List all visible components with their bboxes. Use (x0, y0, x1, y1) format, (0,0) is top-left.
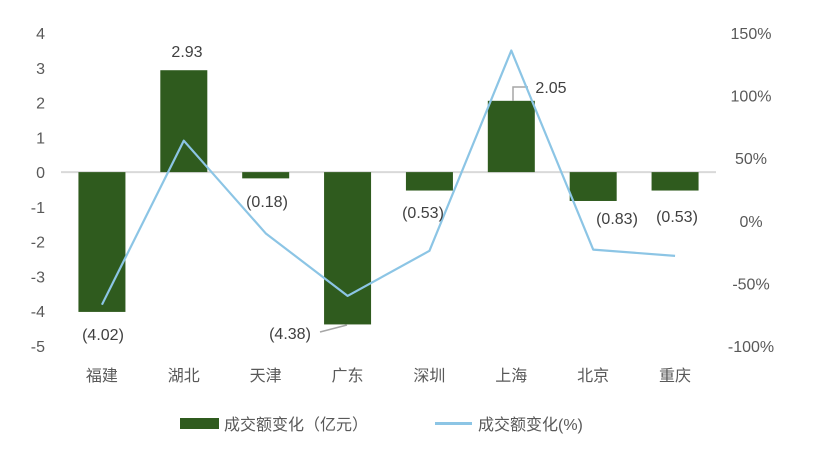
left-axis-tick: 4 (36, 26, 45, 43)
x-axis-label-湖北: 湖北 (168, 367, 200, 385)
x-axis-label-重庆: 重庆 (659, 367, 691, 385)
right-axis-tick: 50% (735, 151, 767, 168)
bar-data-label: (4.38) (269, 326, 311, 343)
legend-label-bar-series: 成交额变化（亿元） (224, 417, 369, 434)
bar-data-label: 2.05 (535, 80, 566, 97)
bar-北京 (569, 172, 617, 201)
bar-重庆 (651, 172, 699, 191)
bar-data-label: (0.53) (656, 209, 698, 226)
x-axis-label-深圳: 深圳 (413, 367, 445, 385)
left-axis-tick: -1 (31, 200, 45, 217)
bar-天津 (242, 172, 290, 179)
bar-湖北 (160, 70, 208, 173)
data-label-leader-line (319, 324, 348, 333)
bar-上海 (487, 100, 535, 173)
bar-data-label: (0.18) (246, 194, 288, 211)
bar-data-label: (0.53) (402, 205, 444, 222)
bar-data-label: (0.83) (596, 211, 638, 228)
bar-data-label: (4.02) (82, 327, 124, 344)
x-axis-label-上海: 上海 (495, 367, 527, 385)
right-axis-tick: 150% (731, 26, 772, 43)
left-axis-tick: -4 (31, 304, 45, 321)
bar-福建 (78, 172, 126, 312)
bar-广东 (324, 172, 372, 325)
left-axis-tick: -2 (31, 235, 45, 252)
right-axis-tick: -50% (732, 276, 769, 293)
right-axis-tick: -100% (728, 339, 774, 356)
left-axis-tick: 0 (36, 165, 45, 182)
pct-change-line (100, 49, 676, 306)
x-axis-label-天津: 天津 (250, 367, 282, 385)
data-label-leader-line (512, 86, 528, 101)
left-axis-tick: 2 (36, 96, 45, 113)
right-axis-tick: 100% (731, 89, 772, 106)
left-axis-tick: -3 (31, 269, 45, 286)
line-series-swatch (435, 421, 472, 425)
legend-item-line-series: 成交额变化(%) (435, 412, 583, 434)
bar-data-label: 2.93 (171, 44, 202, 61)
x-axis-label-北京: 北京 (577, 367, 609, 385)
bar-深圳 (405, 172, 453, 191)
legend-label-line-series: 成交额变化(%) (478, 417, 583, 434)
left-axis-tick: 3 (36, 61, 45, 78)
legend-item-bar-series: 成交额变化（亿元） (180, 412, 368, 434)
left-axis-tick: -5 (31, 339, 45, 356)
right-axis-tick: 0% (739, 214, 762, 231)
left-axis-tick: 1 (36, 130, 45, 147)
bar-series-swatch (180, 417, 219, 429)
x-axis-label-广东: 广东 (332, 367, 364, 385)
x-axis-label-福建: 福建 (86, 367, 118, 385)
